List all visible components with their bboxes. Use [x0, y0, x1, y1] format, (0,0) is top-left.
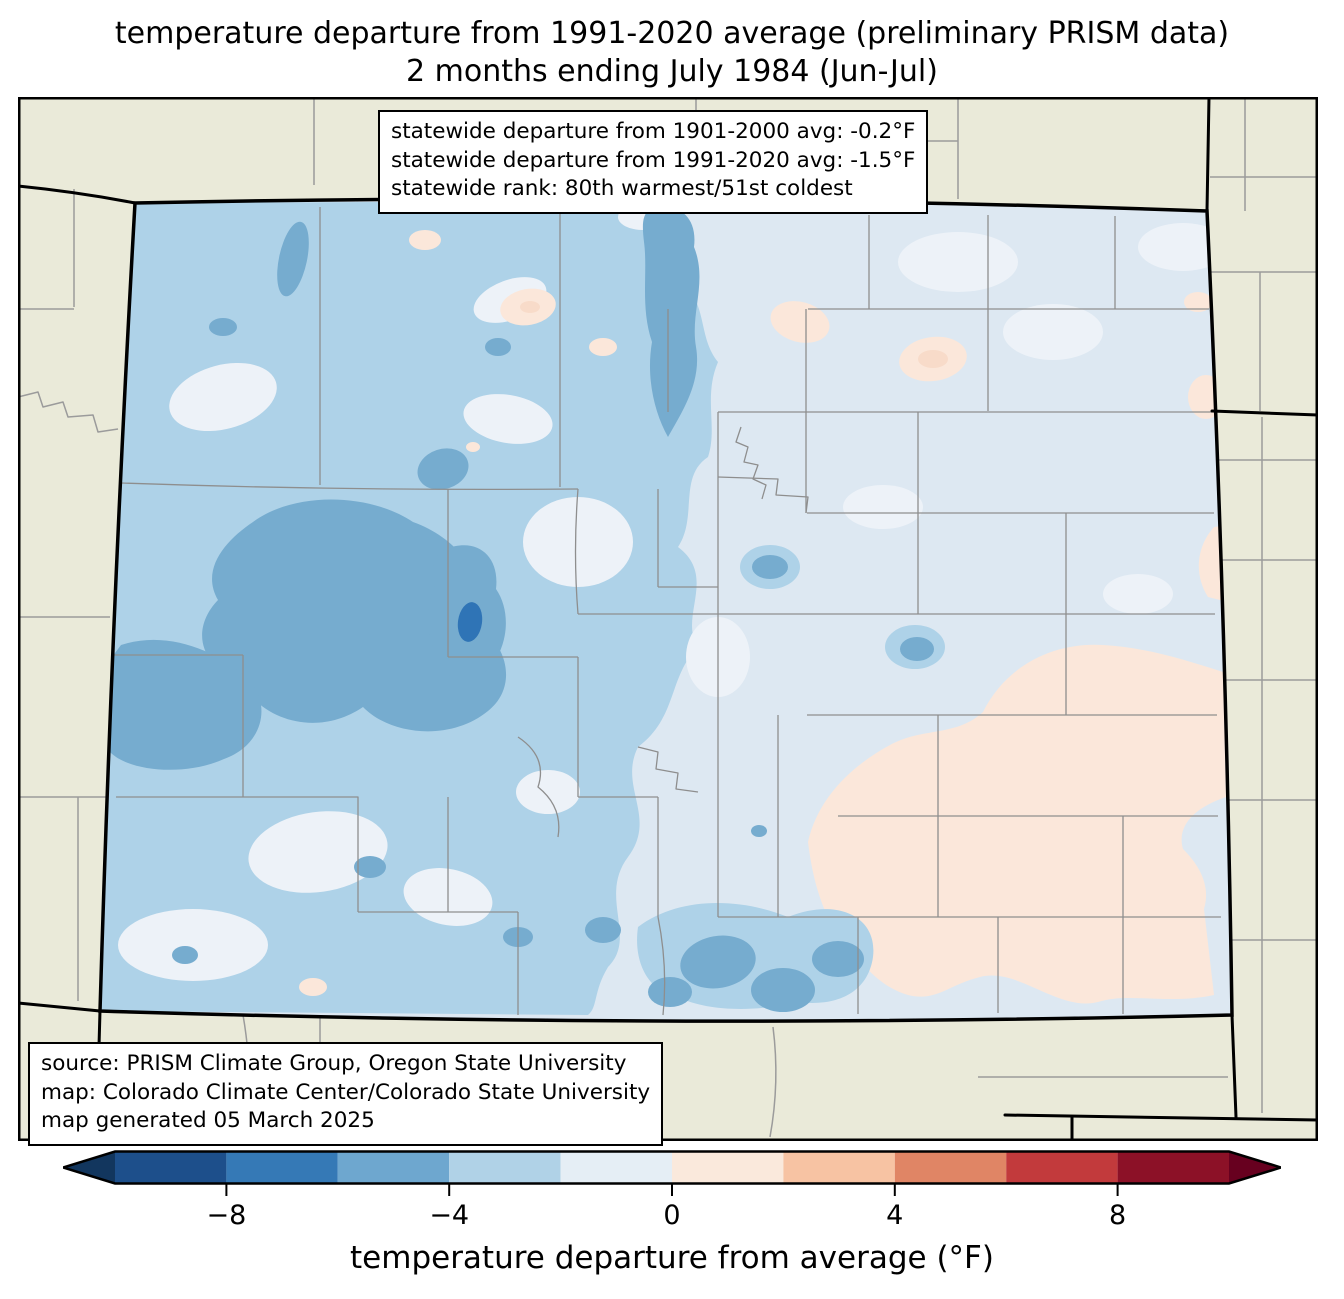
statewide-stats-box: statewide departure from 1901-2000 avg: …: [378, 110, 929, 214]
colorbar-left-arrow: [63, 1151, 115, 1184]
colorbar-right-arrow: [1229, 1151, 1281, 1184]
stats-line-2: statewide departure from 1991-2020 avg: …: [391, 147, 916, 173]
colorado-map-svg: [18, 97, 1318, 1141]
colorbar: [58, 1150, 1286, 1200]
colorbar-tick-marks: [225, 1183, 1119, 1196]
credit-line-2: map: Colorado Climate Center/Colorado St…: [41, 1079, 651, 1105]
plot-frame: [18, 97, 1318, 1141]
credit-line-1: source: PRISM Climate Group, Oregon Stat…: [41, 1051, 627, 1076]
stats-line-1: statewide departure from 1901-2000 avg: …: [391, 119, 916, 144]
colorbar-svg: [58, 1150, 1286, 1196]
state-borders: [18, 97, 1318, 1141]
title-line-1: temperature departure from 1991-2020 ave…: [114, 16, 1230, 51]
tick-label-neg8: −8: [206, 1200, 247, 1231]
temperature-field: [100, 198, 1232, 1022]
map-plot-area: [18, 97, 1318, 1141]
fill-dark-spot: [457, 602, 483, 642]
colorbar-segments: [115, 1151, 1229, 1184]
colorbar-tick-labels: −8 −4 0 4 8: [63, 1200, 1281, 1234]
colorbar-axis-label: temperature departure from average (°F): [350, 1240, 994, 1276]
stats-line-3: statewide rank: 80th warmest/51st coldes…: [391, 176, 853, 202]
title-line-2: 2 months ending July 1984 (Jun-Jul): [406, 54, 938, 89]
tick-label-pos8: 8: [1108, 1200, 1127, 1231]
fill-pink-southeast: [808, 644, 1226, 1004]
tick-label-zero: 0: [663, 1200, 681, 1231]
credit-line-3: map generated 05 March 2025: [41, 1108, 375, 1134]
tick-label-pos4: 4: [886, 1200, 904, 1231]
fill-strong-blobs: [110, 206, 934, 1012]
source-credit-box: source: PRISM Climate Group, Oregon Stat…: [28, 1042, 664, 1146]
colorado-county-lines: [114, 207, 1221, 1016]
tick-label-neg4: −4: [429, 1200, 470, 1231]
